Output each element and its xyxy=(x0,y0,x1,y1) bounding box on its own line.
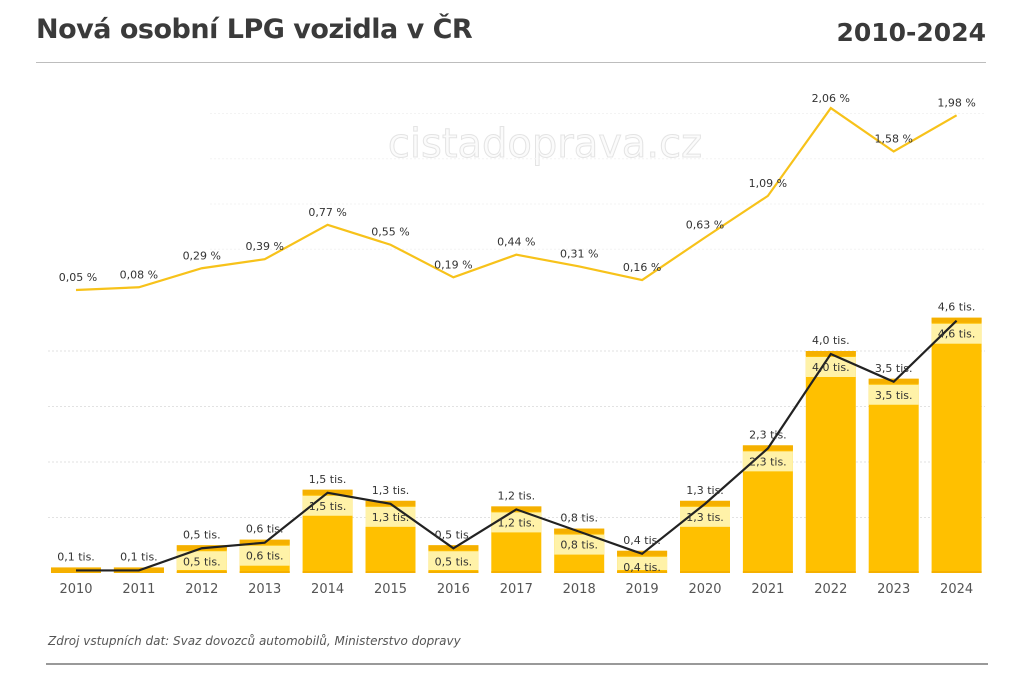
bar-value-label: 1,3 tis. xyxy=(686,484,724,497)
chart-period: 2010-2024 xyxy=(836,18,986,47)
source-note: Zdroj vstupních dat: Svaz dovozců automo… xyxy=(48,634,461,648)
title-divider xyxy=(36,62,986,63)
bar-label-band xyxy=(176,551,227,570)
bar-inner-label: 1,3 tis. xyxy=(686,511,724,524)
share-value-label: 0,44 % xyxy=(497,236,535,249)
share-value-label: 0,77 % xyxy=(308,206,346,219)
bar-value-label: 0,6 tis. xyxy=(246,523,284,536)
share-value-label: 2,06 % xyxy=(812,92,850,105)
bar-value-label: 0,4 tis. xyxy=(623,534,661,547)
bar-2024 xyxy=(931,317,982,573)
x-tick-label: 2017 xyxy=(500,582,533,597)
bar-label-band xyxy=(868,384,919,405)
bar-value-label: 1,3 tis. xyxy=(372,484,410,497)
bar-label-band xyxy=(742,451,793,472)
share-value-label: 1,58 % xyxy=(874,133,912,146)
x-tick-label: 2019 xyxy=(626,582,659,597)
x-tick-label: 2018 xyxy=(563,582,596,597)
bar-value-label: 3,5 tis. xyxy=(875,362,913,375)
share-value-label: 0,31 % xyxy=(560,247,598,260)
bar-top-strip xyxy=(931,317,982,323)
x-tick-label: 2014 xyxy=(311,582,344,597)
bar-value-label: 0,5 tis. xyxy=(183,528,221,541)
bar-label-band xyxy=(302,495,353,516)
bar-value-label: 1,5 tis. xyxy=(309,473,347,486)
bar-label-band xyxy=(680,506,730,527)
x-tick-label: 2024 xyxy=(940,582,973,597)
bar-inner-label: 0,6 tis. xyxy=(246,550,284,563)
bar-label-band xyxy=(239,545,290,566)
bar-base-strip xyxy=(680,571,730,573)
bar-inner-label: 2,3 tis. xyxy=(749,455,787,468)
bar-inner-label: 1,2 tis. xyxy=(498,516,536,529)
share-value-label: 1,09 % xyxy=(749,177,787,190)
x-tick-label: 2013 xyxy=(248,582,281,597)
bar-inner-label: 4,6 tis. xyxy=(938,328,976,341)
bar-value-label: 4,0 tis. xyxy=(812,334,850,347)
bar-value-label: 2,3 tis. xyxy=(749,428,787,441)
share-value-label: 0,55 % xyxy=(371,226,409,239)
bar-base-strip xyxy=(176,571,227,573)
bar-base-strip xyxy=(365,571,416,573)
share-value-label: 0,16 % xyxy=(623,261,661,274)
bar-inner-label: 1,3 tis. xyxy=(372,511,410,524)
watermark: cistadoprava.cz xyxy=(388,121,702,167)
share-value-label: 0,05 % xyxy=(59,271,97,284)
share-value-label: 0,08 % xyxy=(120,268,158,281)
bar-base-strip xyxy=(491,571,542,573)
bar-base-strip xyxy=(742,571,793,573)
share-value-label: 0,63 % xyxy=(686,218,724,231)
bar-base-strip xyxy=(239,571,290,573)
x-tick-label: 2021 xyxy=(751,582,784,597)
bar-value-label: 0,5 tis. xyxy=(435,528,473,541)
x-tick-label: 2022 xyxy=(814,582,847,597)
bar-value-label: 0,1 tis. xyxy=(57,550,95,563)
x-tick-label: 2020 xyxy=(688,582,721,597)
count-trend-line xyxy=(76,319,958,572)
bar-base-strip xyxy=(302,571,353,573)
x-tick-label: 2011 xyxy=(122,582,155,597)
bar-base-strip xyxy=(428,571,479,573)
bar-inner-label: 0,8 tis. xyxy=(560,539,598,552)
bar-base-strip xyxy=(113,571,164,573)
x-tick-label: 2016 xyxy=(437,582,470,597)
x-tick-label: 2010 xyxy=(59,582,92,597)
chart-title: Nová osobní LPG vozidla v ČR xyxy=(36,14,473,45)
bar-label-band xyxy=(617,556,668,570)
bar-value-label: 0,1 tis. xyxy=(120,550,158,563)
bar-base-strip xyxy=(51,571,101,573)
bar-value-label: 1,2 tis. xyxy=(498,489,536,502)
bar-label-band xyxy=(428,551,479,570)
bar-inner-label: 0,5 tis. xyxy=(435,555,473,568)
bar-inner-label: 1,5 tis. xyxy=(309,500,347,513)
x-tick-label: 2015 xyxy=(374,582,407,597)
share-value-label: 0,19 % xyxy=(434,258,472,271)
share-value-label: 1,98 % xyxy=(937,96,975,109)
bar-label-band xyxy=(931,323,982,344)
bar-inner-label: 0,5 tis. xyxy=(183,555,221,568)
footer-divider xyxy=(46,663,988,665)
bar-value-label: 0,8 tis. xyxy=(560,512,598,525)
bar-value-label: 4,6 tis. xyxy=(938,301,976,314)
share-value-label: 0,39 % xyxy=(245,240,283,253)
share-value-label: 0,29 % xyxy=(183,249,221,262)
bar-2022 xyxy=(805,351,856,573)
bar-base-strip xyxy=(805,571,856,573)
bar-base-strip xyxy=(931,571,982,573)
bar-label-band xyxy=(554,534,605,555)
bar-2023 xyxy=(868,378,919,573)
x-tick-label: 2023 xyxy=(877,582,910,597)
bar-base-strip xyxy=(868,571,919,573)
x-tick-label: 2012 xyxy=(185,582,218,597)
bar-inner-label: 3,5 tis. xyxy=(875,389,913,402)
bar-inner-label: 4,0 tis. xyxy=(812,361,850,374)
bar-base-strip xyxy=(617,571,668,573)
bar-inner-label: 0,4 tis. xyxy=(623,561,661,574)
bar-base-strip xyxy=(554,571,605,573)
